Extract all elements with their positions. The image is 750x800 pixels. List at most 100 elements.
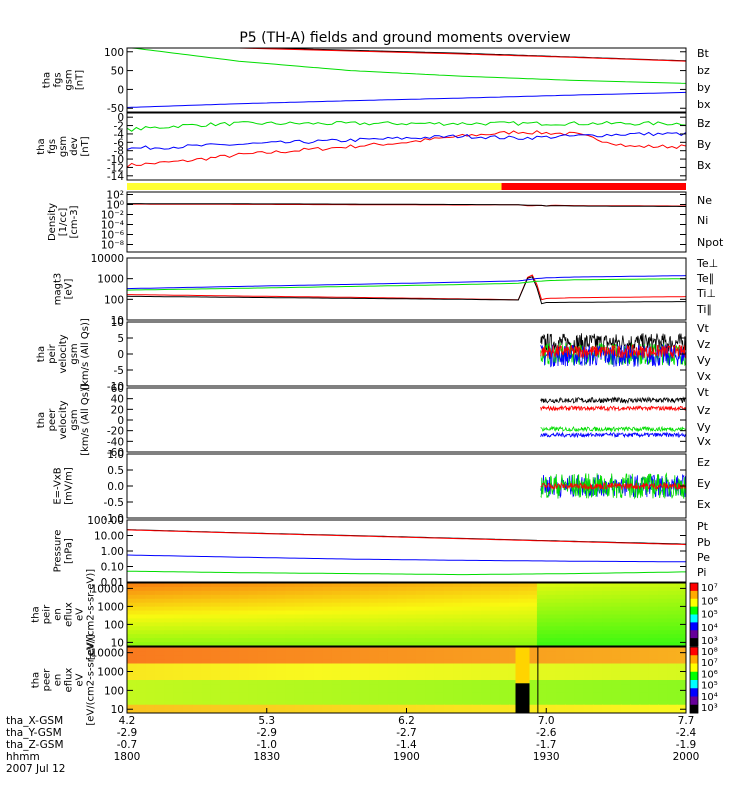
series-line-Vz — [540, 404, 686, 412]
spectrogram-cell — [648, 626, 660, 632]
spectrogram-cell — [667, 642, 678, 646]
legend-Pb: Pb — [697, 536, 711, 549]
spectrogram-cell — [481, 594, 492, 600]
spectrogram-cell — [257, 598, 268, 604]
x-tick-label: -2.7 — [396, 727, 417, 739]
spectrogram-cell — [602, 680, 613, 686]
spectrogram-cell — [564, 590, 576, 596]
spectrogram-cell — [462, 610, 473, 616]
spectrogram-cell — [536, 688, 548, 694]
spectrogram-cell — [546, 586, 557, 592]
spectrogram-cell — [508, 671, 520, 677]
spectrogram-cell — [630, 700, 641, 706]
spectrogram-cell — [220, 606, 231, 612]
spectrogram-cell — [620, 618, 632, 624]
spectrogram-cell — [527, 634, 538, 640]
spectrogram-cell — [164, 667, 175, 673]
spectrogram-cell — [238, 634, 250, 640]
spectrogram-cell — [136, 692, 147, 698]
spectrogram-cell — [415, 590, 427, 596]
y-tick-label: -2 — [114, 121, 124, 133]
spectrogram-cell — [201, 586, 212, 592]
spectrogram-cell — [220, 692, 231, 698]
spectrogram-cell — [173, 586, 184, 592]
spectrogram-cell — [220, 594, 231, 600]
spectrogram-cell — [462, 606, 473, 612]
spectrogram-cell — [630, 638, 641, 644]
spectrogram-cell — [164, 594, 175, 600]
spectrogram-cell — [658, 618, 669, 624]
spectrogram-cell — [127, 708, 138, 713]
spectrogram-cell — [164, 598, 175, 604]
colorbar-label: 10⁵ — [701, 610, 718, 621]
spectrogram-cell — [406, 671, 417, 677]
spectrogram-cell — [145, 688, 156, 694]
spectrogram-cell — [564, 638, 576, 644]
spectrogram-cell — [331, 586, 343, 592]
spectrogram-cell — [359, 647, 371, 653]
spectrogram-cell — [453, 671, 464, 677]
spectrogram-cell — [611, 602, 622, 608]
spectrogram-cell — [164, 671, 175, 677]
spectrogram-cell — [369, 622, 380, 628]
spectrogram-cell — [192, 708, 203, 713]
spectrogram-cell — [555, 696, 566, 702]
colorbar-segment — [690, 606, 698, 615]
spectrogram-cell — [630, 586, 641, 592]
spectrogram-cell — [238, 663, 250, 669]
spectrogram-cell — [164, 651, 175, 657]
spectrogram-cell — [164, 655, 175, 661]
spectrogram-cell — [583, 638, 594, 644]
y-axis-label: peir — [47, 343, 58, 363]
spectrogram-cell — [210, 680, 222, 686]
spectrogram-cell — [359, 634, 371, 640]
spectrogram-cell — [220, 704, 231, 710]
spectrogram-cell — [164, 618, 175, 624]
spectrogram-cell — [574, 634, 585, 640]
legend-Ey: Ey — [697, 477, 711, 490]
spectrogram-cell — [630, 671, 641, 677]
spectrogram-cell — [331, 638, 343, 644]
spectrogram-cell — [341, 708, 352, 713]
spectrogram-cell — [154, 663, 166, 669]
spectrogram-cell — [294, 647, 306, 653]
spectrogram-cell — [136, 586, 147, 592]
spectrogram-cell — [145, 618, 156, 624]
colorbar-segment — [690, 638, 698, 647]
spectrogram-cell — [331, 618, 343, 624]
spectrogram-cell — [173, 700, 184, 706]
spectrogram-cell — [387, 614, 399, 620]
spectrogram-cell — [462, 651, 473, 657]
y-axis-label: eV — [75, 608, 86, 621]
y-tick-label: 10⁻⁸ — [101, 240, 124, 252]
spectrogram-cell — [499, 594, 510, 600]
spectrogram-cell — [341, 659, 352, 665]
spectrogram-cell — [136, 680, 147, 686]
spectrogram-cell — [164, 704, 175, 710]
spectrogram-cell — [173, 663, 184, 669]
spectrogram-cell — [639, 606, 650, 612]
spectrogram-cell — [499, 704, 510, 710]
spectrogram-cell — [508, 586, 520, 592]
spectrogram-cell — [667, 700, 678, 706]
spectrogram-cell — [499, 614, 510, 620]
spectrogram-cell — [369, 704, 380, 710]
spectrogram-cell — [313, 655, 324, 661]
spectrogram-cell — [350, 696, 361, 702]
spectrogram-cell — [164, 700, 175, 706]
y-axis-label: velocity — [58, 334, 69, 373]
spectrogram-cell — [397, 696, 408, 702]
spectrogram-cell — [304, 586, 315, 592]
spectrogram-cell — [676, 618, 686, 624]
spectrogram-cell — [574, 663, 585, 669]
spectrogram-cell — [481, 675, 492, 681]
spectrogram-cell — [611, 647, 622, 653]
spectrogram-cell — [210, 671, 222, 677]
spectrogram-cell — [667, 626, 678, 632]
spectrogram-cell — [331, 663, 343, 669]
spectrogram-cell — [508, 622, 520, 628]
spectrogram-cell — [434, 647, 445, 653]
spectrogram-cell — [145, 663, 156, 669]
spectrogram-cell — [555, 626, 566, 632]
spectrogram-cell — [359, 614, 371, 620]
